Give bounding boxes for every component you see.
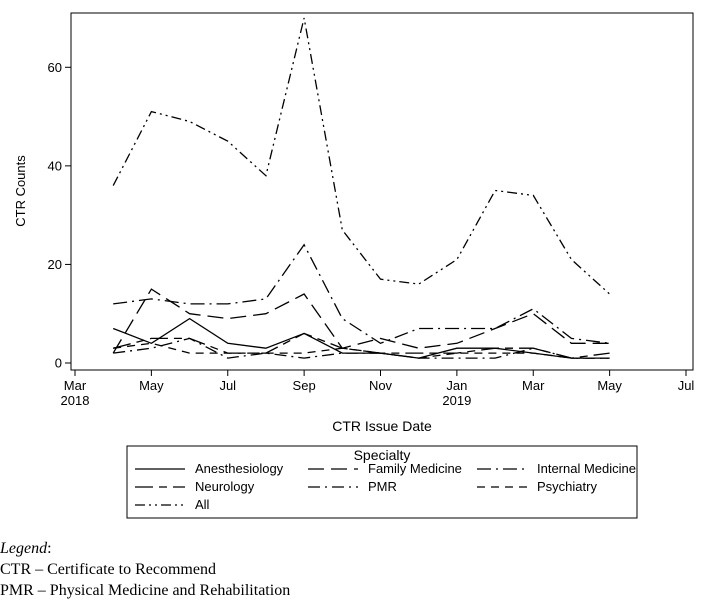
y-tick-label: 20: [48, 257, 62, 272]
legend-label-all: All: [195, 497, 210, 512]
note-pmr: PMR – Physical Medicine and Rehabilitati…: [0, 582, 291, 599]
series-line-neurology: [113, 332, 610, 359]
y-tick-label: 60: [48, 60, 62, 75]
legend-label-pmr: PMR: [368, 479, 397, 494]
legend-title: Specialty: [354, 447, 411, 463]
x-tick-label: Jul: [219, 378, 236, 393]
legend-label-anesthesiology: Anesthesiology: [195, 461, 284, 476]
series-line-internal-medicine: [113, 243, 610, 345]
x-tick-label: Sep: [293, 378, 316, 393]
y-axis: 0 20 40 60: [48, 60, 71, 371]
series-line-all: [112, 17, 611, 295]
notes-heading: Legend:: [0, 540, 52, 557]
series-line-family-medicine: [112, 288, 610, 354]
legend-label-neurology: Neurology: [195, 479, 255, 494]
x-year-label: 2018: [61, 393, 90, 408]
x-axis-title: CTR Issue Date: [332, 418, 432, 434]
y-tick-label: 0: [55, 356, 62, 371]
series-lines: [112, 17, 611, 359]
legend-box: [126, 445, 638, 519]
x-tick-label: Mar: [522, 378, 545, 393]
series-line-anesthesiology: [112, 317, 610, 359]
notes: Legend: CTR – Certificate to Recommend P…: [0, 538, 290, 601]
y-tick-label: 40: [48, 158, 62, 173]
x-tick-label: Jul: [678, 378, 695, 393]
legend: Anesthesiology Family Medicine Internal Me…: [135, 461, 636, 512]
legend-label-internal-medicine: Internal Medicine: [537, 461, 636, 476]
x-tick-label: Mar: [64, 378, 87, 393]
plot-frame: [70, 12, 694, 371]
legend-label-psychiatry: Psychiatry: [537, 479, 597, 494]
x-tick-label: Nov: [369, 378, 393, 393]
series-line-psychiatry: [113, 342, 610, 359]
x-axis: Mar May Jul Sep Nov Jan Mar May Jul 2018 2019: [61, 370, 695, 408]
note-ctr: CTR – Certificate to Recommend: [0, 561, 216, 578]
x-tick-label: May: [139, 378, 164, 393]
legend-label-family-medicine: Family Medicine: [368, 461, 462, 476]
x-tick-label: May: [597, 378, 622, 393]
x-tick-label: Jan: [446, 378, 467, 393]
x-year-label: 2019: [442, 393, 471, 408]
y-axis-title: CTR Counts: [13, 155, 28, 227]
